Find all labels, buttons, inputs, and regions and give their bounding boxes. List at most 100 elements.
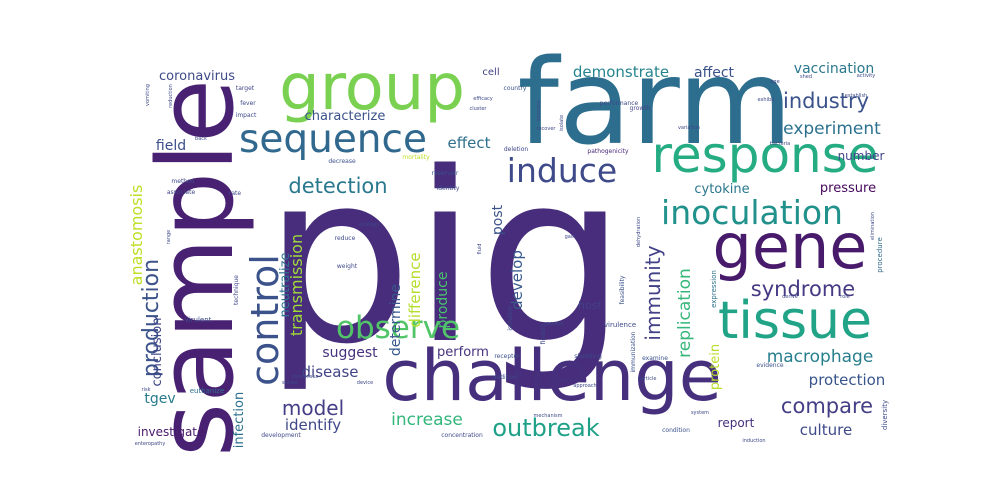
cloud-word: detection — [288, 174, 387, 198]
cloud-word: vomiting — [145, 84, 151, 106]
cloud-word: impact — [236, 112, 257, 119]
cloud-word: associate — [167, 189, 196, 196]
cloud-word: receptor — [494, 353, 520, 360]
cloud-word: perform — [437, 345, 489, 360]
cloud-word: tgev — [144, 391, 175, 407]
cloud-word: fluid — [477, 244, 483, 255]
cloud-word: industry — [783, 89, 869, 113]
cloud-word: cytokine — [694, 182, 749, 197]
cloud-word: efficacy — [473, 96, 492, 102]
cloud-word: absence — [536, 101, 542, 122]
cloud-word: recover — [537, 126, 557, 132]
cloud-word: system — [691, 410, 709, 416]
cloud-word: transmission — [287, 234, 306, 336]
cloud-word: rate — [229, 190, 241, 197]
cloud-word: response — [651, 126, 878, 184]
cloud-word: mechanism — [534, 413, 563, 419]
cloud-word: sample — [135, 79, 257, 457]
cloud-word: dehydration — [636, 217, 642, 247]
cloud-word: weight — [337, 263, 358, 270]
cloud-word: demonstrate — [573, 63, 669, 81]
cloud-word: immunization — [630, 331, 637, 372]
cloud-word: suture — [282, 380, 298, 386]
cloud-word: activity — [857, 73, 875, 79]
cloud-word: strategy — [359, 222, 380, 228]
cloud-word: diversity — [881, 400, 889, 430]
cloud-word: target — [236, 85, 255, 92]
cloud-word: identify — [285, 416, 341, 434]
cloud-word: exhibit — [757, 97, 774, 103]
cloud-word: gain — [565, 234, 576, 240]
cloud-word: syndrome — [751, 277, 855, 301]
cloud-word: observe — [336, 310, 460, 346]
cloud-word: variation — [678, 125, 700, 131]
cloud-word: model — [282, 396, 344, 420]
cloud-word: fever — [240, 100, 256, 107]
cloud-word: induce — [507, 151, 617, 190]
cloud-word: outbreak — [492, 414, 599, 442]
cloud-word: addition — [493, 374, 518, 381]
cloud-word: infection — [232, 392, 247, 448]
cloud-word: difference — [406, 252, 424, 327]
cloud-word: finding — [540, 323, 547, 344]
cloud-word: replication — [675, 268, 695, 358]
cloud-word: particle — [638, 376, 657, 382]
cloud-word: effect — [448, 134, 491, 152]
cloud-word: condition — [662, 427, 690, 434]
cloud-word: macrophage — [767, 347, 874, 367]
cloud-word: reduction — [168, 84, 174, 108]
cloud-word: elimination — [870, 212, 876, 240]
cloud-word: induction — [742, 438, 765, 444]
cloud-word: production — [139, 259, 164, 377]
cloud-word: consensus — [292, 374, 319, 380]
cloud-word: back — [195, 136, 207, 142]
cloud-word: pig — [263, 123, 627, 396]
cloud-word: development — [261, 432, 301, 439]
cloud-word: age — [770, 79, 779, 85]
cloud-word: experiment — [783, 119, 881, 139]
cloud-word: pressure — [820, 181, 876, 196]
cloud-word: protection — [809, 371, 886, 389]
cloud-word: increase — [391, 410, 463, 430]
cloud-word: establish — [845, 93, 867, 99]
cloud-word: cluster — [469, 106, 487, 112]
cloud-word: feasibility — [619, 275, 626, 304]
cloud-word: number — [838, 149, 885, 163]
cloud-word: produce — [435, 272, 451, 329]
cloud-word: vaccination — [794, 61, 874, 77]
cloud-word: euthanize — [190, 387, 225, 395]
cloud-word: enteropathy — [135, 441, 166, 447]
cloud-word: examine — [642, 355, 668, 362]
cloud-word: device — [357, 380, 373, 386]
cloud-word: performance — [600, 100, 639, 107]
cloud-word: expression — [710, 270, 718, 308]
cloud-word: coronavirus — [159, 69, 235, 84]
cloud-word: control — [243, 254, 287, 386]
cloud-word: technique — [233, 275, 240, 305]
cloud-word: affect — [694, 65, 735, 81]
cloud-word: method — [171, 178, 194, 185]
cloud-word: culture — [800, 421, 852, 439]
cloud-word: bacteria — [770, 141, 791, 147]
cloud-word: identity — [437, 185, 460, 192]
cloud-word: suggest — [322, 345, 378, 361]
cloud-word: virulent — [185, 316, 212, 324]
cloud-word: gene — [713, 210, 868, 283]
cloud-word: field — [156, 138, 186, 154]
cloud-word: isolate — [559, 115, 565, 132]
cloud-word: inoculation — [661, 193, 843, 232]
cloud-word: protein — [708, 344, 723, 390]
cloud-word: growth — [630, 105, 651, 112]
cloud-word: mortality — [402, 154, 430, 161]
cloud-word: disease — [302, 363, 359, 381]
cloud-word: tissue — [718, 291, 872, 351]
cloud-word: approach — [573, 383, 596, 389]
cloud-word: develop — [508, 250, 526, 310]
cloud-word: immunity — [641, 245, 665, 340]
cloud-word: range — [166, 230, 172, 245]
cloud-word: isolation — [507, 305, 514, 330]
cloud-word: virulence — [604, 321, 636, 329]
cloud-word: neutralize — [278, 253, 293, 318]
cloud-word: reservoir — [432, 170, 459, 177]
